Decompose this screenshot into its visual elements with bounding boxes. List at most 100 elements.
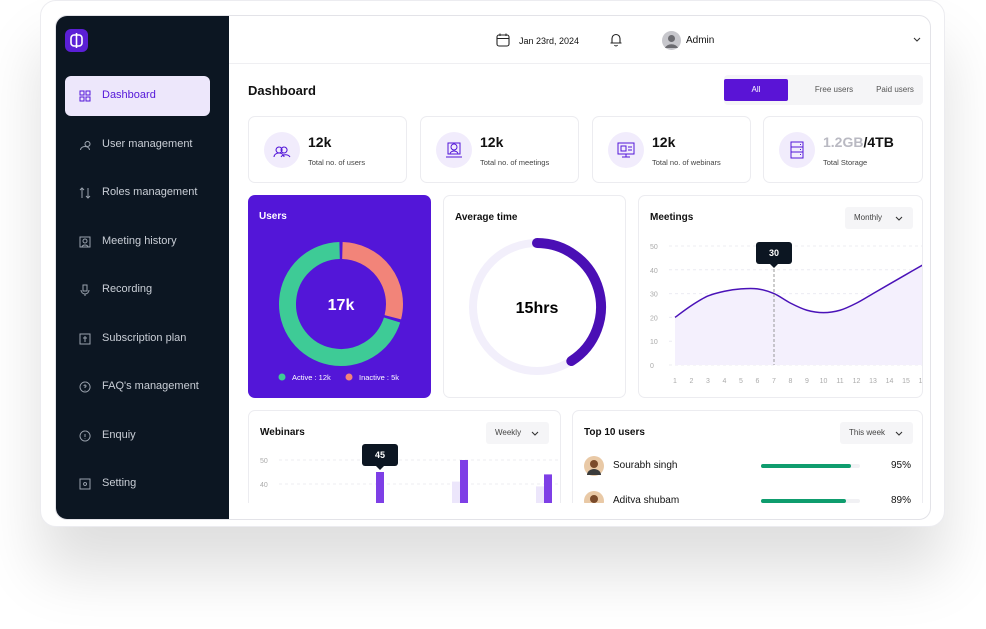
chevron xyxy=(895,216,903,221)
nav-icon xyxy=(79,430,91,441)
top-users-card: Top 10 users This week Sourabh singh 95% A… xyxy=(572,410,923,503)
avatar xyxy=(584,456,604,476)
donut-total: 17k xyxy=(328,297,355,314)
nav-icon xyxy=(80,140,91,150)
x-tick-label: 16 xyxy=(919,378,923,385)
nav-label: Roles management xyxy=(102,186,198,198)
bar xyxy=(376,472,384,503)
user-percent: 95% xyxy=(890,460,911,471)
nav-icon xyxy=(79,381,91,393)
nav-item[interactable]: Dashboard xyxy=(65,76,210,116)
chevron[interactable] xyxy=(913,37,921,43)
user-avatar[interactable] xyxy=(662,31,681,50)
stat-label: Total no. of users xyxy=(308,158,366,167)
stat-label: Total Storage xyxy=(823,158,868,167)
card-title: Meetings xyxy=(650,212,694,223)
y-tick-label: 20 xyxy=(650,315,658,322)
nav-item[interactable]: Setting xyxy=(65,464,210,504)
x-tick-label: 10 xyxy=(820,378,828,385)
nav-label: Setting xyxy=(102,477,137,489)
progress-fill xyxy=(761,464,852,468)
dropdown[interactable]: This week xyxy=(840,422,913,444)
nav-label: Subscription plan xyxy=(102,331,187,344)
nav-item[interactable]: FAQ's management xyxy=(65,367,210,407)
stat-used: 1.2GB xyxy=(823,134,864,150)
avatar-body xyxy=(587,469,601,475)
nav-label: User management xyxy=(102,137,193,150)
avatar xyxy=(584,491,604,503)
user-name: Sourabh singh xyxy=(613,460,678,471)
tab[interactable]: Free users xyxy=(814,85,854,94)
stat-card: 12k Total no. of users xyxy=(248,116,407,183)
tooltip-label: 30 xyxy=(769,248,779,258)
stat-value: 1.2GB/4TB xyxy=(823,134,894,150)
nav-item[interactable]: Recording xyxy=(65,270,210,310)
icon-shape xyxy=(79,187,91,199)
nav-item[interactable]: Roles management xyxy=(65,173,210,213)
icon-shape xyxy=(80,284,90,296)
icon xyxy=(446,142,462,158)
logo[interactable] xyxy=(65,29,88,52)
users-card: Users 17k Active : 12k Inactive : 5k xyxy=(248,195,431,398)
icon-shape xyxy=(79,90,91,102)
icon-shape xyxy=(80,140,91,150)
tab[interactable]: All xyxy=(724,79,788,101)
stat-card: 1.2GB/4TB Total Storage xyxy=(763,116,923,183)
logo-icon xyxy=(70,33,83,48)
content: Dashboard All Free users Paid users Users … xyxy=(229,64,930,503)
x-tick-label: 6 xyxy=(756,378,760,385)
x-tick-label: 15 xyxy=(902,378,910,385)
nav-icon xyxy=(79,90,91,102)
avatar-head xyxy=(590,460,598,468)
legend-label: Active : 12k xyxy=(292,373,331,382)
y-tick-label: 50 xyxy=(260,458,268,465)
nav-item[interactable]: Meeting history xyxy=(65,222,210,262)
nav-item[interactable]: Subscription plan xyxy=(65,319,210,359)
bar xyxy=(460,460,468,503)
user-percent: 89% xyxy=(890,495,911,503)
y-tick-label: 40 xyxy=(260,482,268,489)
nav-item[interactable]: Enquiy xyxy=(65,416,210,456)
x-tick-label: 1 xyxy=(673,378,677,385)
y-tick-label: 40 xyxy=(650,268,658,275)
nav-icon xyxy=(79,187,91,199)
header: Jan 23rd, 2024 Admin xyxy=(229,16,930,64)
nav-label: Recording xyxy=(102,283,153,295)
progress-ring: 15hrs xyxy=(469,238,606,375)
stat-label: Total no. of webinars xyxy=(652,158,721,167)
user-name[interactable]: Admin xyxy=(686,35,715,46)
line-chart: 010203040501234567891011121314151630 xyxy=(650,242,923,385)
card-title: Users xyxy=(259,211,287,222)
app-window: Dashboard User management Roles management… xyxy=(55,15,931,520)
stat-icon xyxy=(779,132,815,168)
x-tick-label: 7 xyxy=(772,378,776,385)
nav-label: FAQ's management xyxy=(102,380,199,392)
card-title: Average time xyxy=(455,212,518,223)
x-tick-label: 9 xyxy=(805,378,809,385)
legend-dot xyxy=(345,373,353,381)
dropdown[interactable]: Monthly xyxy=(845,207,913,229)
nav-label: Enquiy xyxy=(102,428,136,441)
x-tick-label: 3 xyxy=(706,378,710,385)
bar xyxy=(536,486,544,503)
bell-icon[interactable] xyxy=(609,32,623,47)
stat-icon xyxy=(608,132,644,168)
icon-shape xyxy=(79,478,91,490)
chevron xyxy=(531,431,539,436)
user-name: Aditya shubam xyxy=(613,495,680,503)
icon-shape xyxy=(79,381,91,393)
tab[interactable]: Paid users xyxy=(876,85,914,94)
nav-label: Dashboard xyxy=(102,89,156,101)
avatar-head xyxy=(590,495,598,503)
stat-icon xyxy=(264,132,300,168)
y-tick-label: 30 xyxy=(650,292,658,299)
x-tick-label: 2 xyxy=(690,378,694,385)
tooltip-pointer xyxy=(376,466,384,470)
x-tick-label: 8 xyxy=(789,378,793,385)
dropdown[interactable]: Weekly xyxy=(486,422,549,444)
nav-item[interactable]: User management xyxy=(65,125,210,165)
page-title: Dashboard xyxy=(248,83,316,98)
icon-shape xyxy=(617,142,635,158)
calendar-icon xyxy=(496,33,510,47)
